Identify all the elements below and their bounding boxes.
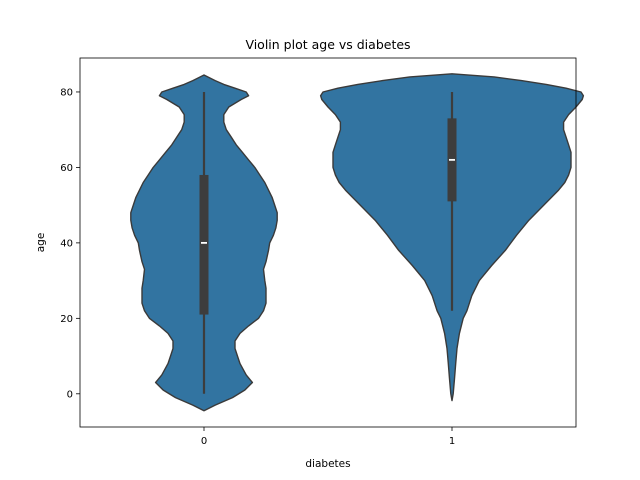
y-axis: 0 20 40 60 80	[60, 87, 80, 400]
y-tick-label-0: 0	[67, 389, 73, 400]
x-tick-label-0: 0	[201, 436, 207, 447]
y-tick-label-60: 60	[60, 163, 73, 174]
y-tick-label-80: 80	[60, 87, 73, 98]
chart-title: Violin plot age vs diabetes	[245, 37, 410, 52]
x-axis-label: diabetes	[305, 458, 350, 470]
y-tick-label-40: 40	[60, 238, 73, 249]
y-tick-label-20: 20	[60, 314, 73, 325]
iqr-box-0	[199, 174, 209, 315]
boxes-layer	[199, 91, 457, 394]
y-axis-label: age	[35, 233, 47, 253]
x-tick-label-1: 1	[449, 436, 455, 447]
